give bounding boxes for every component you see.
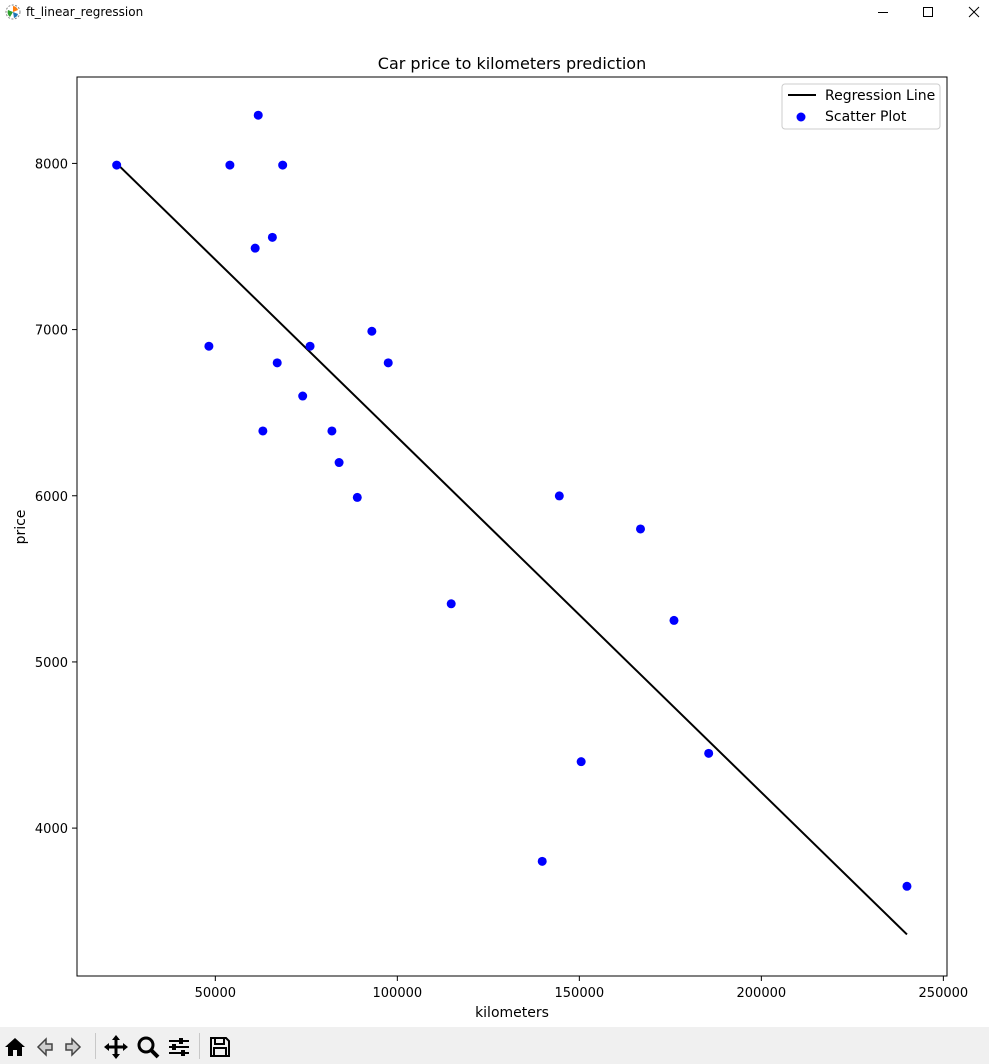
zoom-icon [136, 1035, 160, 1059]
home-icon [3, 1035, 27, 1059]
scatter-point [250, 243, 260, 253]
minimize-icon [877, 6, 889, 18]
legend-point-swatch [796, 112, 806, 122]
scatter-point [298, 391, 308, 401]
scatter-point [267, 232, 277, 242]
regression-line-layer [115, 162, 908, 936]
y-tick-label: 5000 [35, 656, 68, 671]
scatter-point [554, 491, 564, 501]
scatter-point [204, 341, 214, 351]
y-axis: 4000 5000 6000 7000 8000 [35, 157, 77, 837]
y-tick-label: 8000 [35, 157, 68, 172]
scatter-point [272, 358, 282, 368]
scatter-point [112, 160, 122, 170]
scatter-point [902, 881, 912, 891]
close-icon [968, 6, 980, 18]
scatter-point [367, 326, 377, 336]
scatter-point [305, 341, 315, 351]
figure-canvas: Car price to kilometers prediction 50000… [0, 24, 989, 1027]
scatter-point [576, 757, 586, 767]
legend-label-scatter: Scatter Plot [825, 109, 907, 125]
back-button[interactable] [29, 1032, 59, 1062]
plot-area [76, 76, 948, 977]
y-axis-label: price [13, 510, 29, 545]
chart-title: Car price to kilometers prediction [378, 54, 646, 73]
zoom-button[interactable] [133, 1032, 163, 1062]
navigation-toolbar [0, 1027, 989, 1064]
scatter-point [383, 358, 393, 368]
y-tick-label: 6000 [35, 490, 68, 505]
scatter-point [446, 599, 456, 609]
scatter-point [704, 748, 714, 758]
y-tick-label: 7000 [35, 324, 68, 339]
x-tick-label: 250000 [919, 986, 969, 1001]
matplotlib-icon [5, 4, 21, 20]
x-axis-label: kilometers [475, 1005, 549, 1021]
legend-label-regression: Regression Line [825, 88, 935, 104]
close-button[interactable] [951, 0, 989, 24]
forward-button[interactable] [59, 1032, 89, 1062]
home-button[interactable] [0, 1032, 30, 1062]
scatter-point [278, 160, 288, 170]
window-title: ft_linear_regression [26, 5, 144, 19]
minimize-button[interactable] [860, 0, 906, 24]
scatter-points-layer [112, 110, 912, 891]
scatter-point [327, 426, 337, 436]
x-tick-label: 100000 [373, 986, 423, 1001]
legend: Regression Line Scatter Plot [781, 83, 941, 130]
configure-subplots-icon [167, 1035, 191, 1059]
toolbar-separator [199, 1033, 200, 1059]
back-arrow-icon [32, 1035, 56, 1059]
scatter-point [253, 110, 263, 120]
maximize-button[interactable] [905, 0, 951, 24]
regression-line [115, 162, 908, 936]
x-tick-label: 200000 [737, 986, 787, 1001]
pan-button[interactable] [101, 1032, 131, 1062]
scatter-point [258, 426, 268, 436]
scatter-point [225, 160, 235, 170]
maximize-icon [922, 6, 934, 18]
y-tick-label: 4000 [35, 822, 68, 837]
toolbar-separator [95, 1033, 96, 1059]
configure-subplots-button[interactable] [164, 1032, 194, 1062]
save-icon [208, 1035, 232, 1059]
scatter-point [669, 615, 679, 625]
title-bar: ft_linear_regression [0, 0, 989, 24]
scatter-point [352, 492, 362, 502]
legend-box [781, 83, 941, 130]
scatter-point [635, 524, 645, 534]
forward-arrow-icon [62, 1035, 86, 1059]
x-tick-label: 50000 [195, 986, 236, 1001]
save-button[interactable] [205, 1032, 235, 1062]
scatter-point [334, 458, 344, 468]
x-axis: 50000 100000 150000 200000 250000 [195, 976, 969, 1001]
pan-icon [103, 1034, 129, 1060]
x-tick-label: 150000 [555, 986, 605, 1001]
scatter-chart: Car price to kilometers prediction 50000… [13, 54, 969, 1021]
scatter-point [537, 856, 547, 866]
